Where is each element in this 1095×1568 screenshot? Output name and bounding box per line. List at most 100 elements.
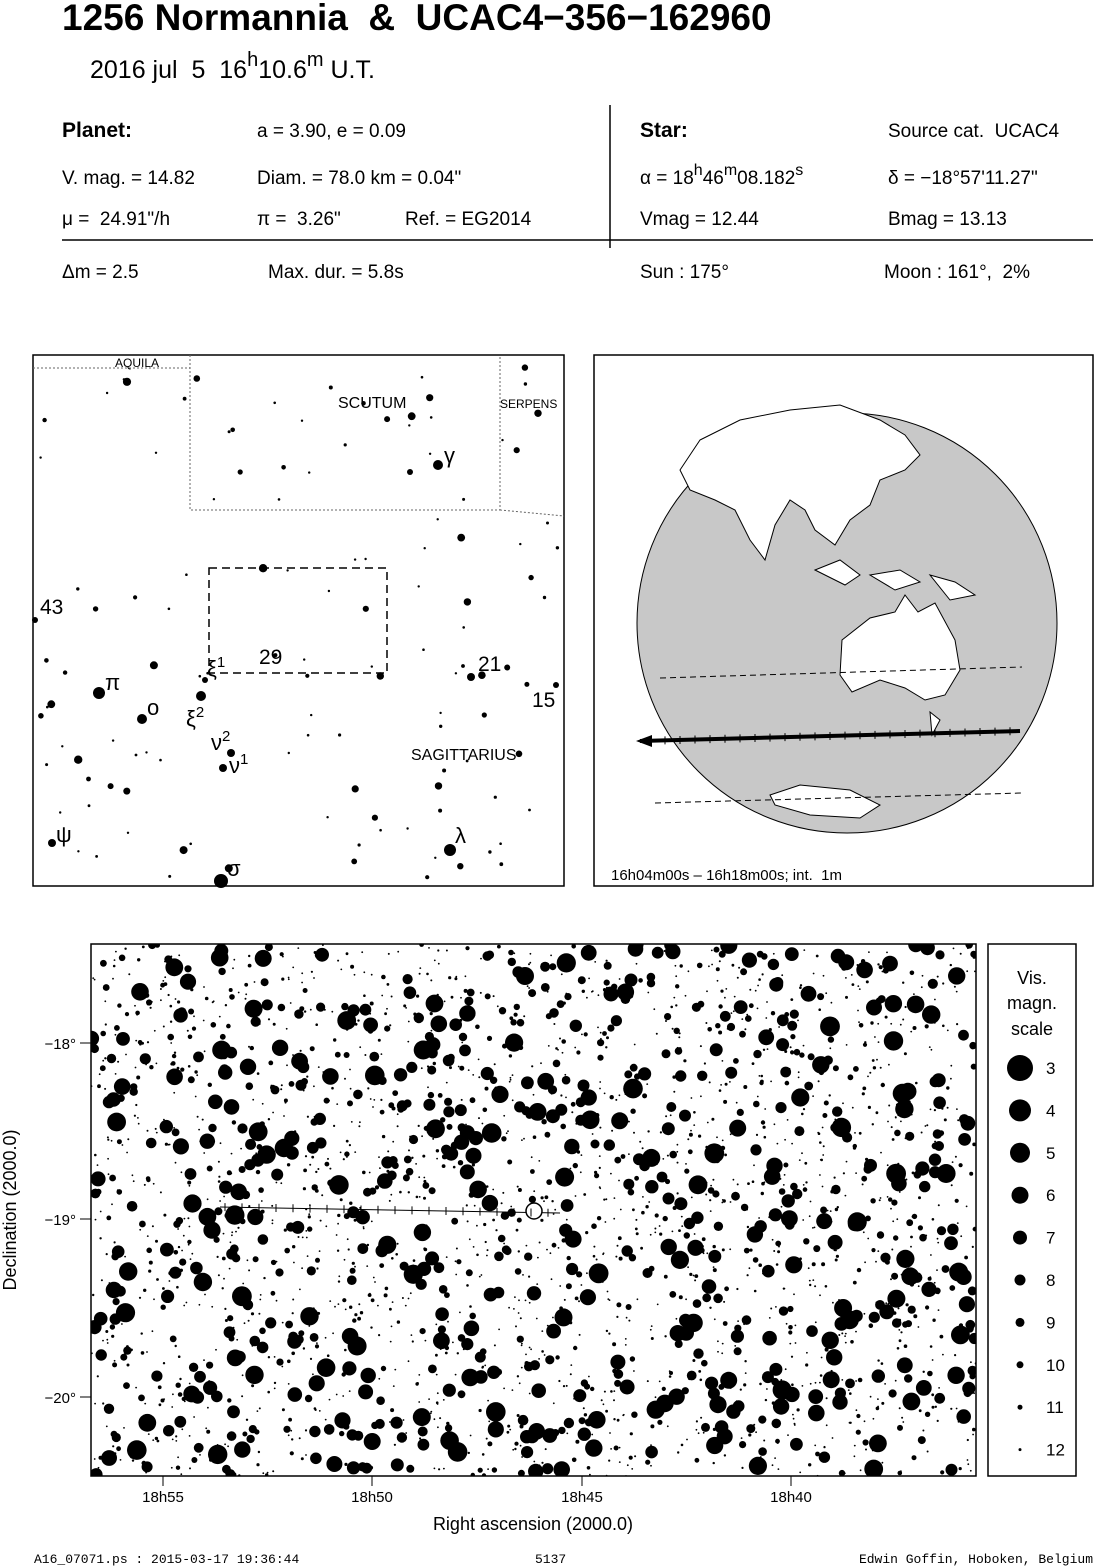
star bbox=[736, 1108, 744, 1116]
star bbox=[324, 1336, 327, 1339]
star bbox=[564, 993, 572, 1001]
star bbox=[857, 1009, 859, 1012]
star bbox=[596, 1216, 602, 1221]
star bbox=[729, 1201, 732, 1203]
star bbox=[435, 1373, 438, 1376]
star bbox=[455, 1247, 458, 1250]
star bbox=[181, 1249, 184, 1252]
star bbox=[159, 758, 162, 762]
star bbox=[790, 1034, 796, 1040]
star bbox=[861, 1183, 864, 1186]
star bbox=[257, 1450, 261, 1454]
star bbox=[289, 1142, 293, 1146]
star bbox=[762, 1048, 766, 1052]
star bbox=[275, 1181, 278, 1184]
star bbox=[328, 385, 333, 390]
star bbox=[972, 1433, 974, 1436]
star bbox=[808, 1404, 825, 1422]
star bbox=[898, 1339, 902, 1343]
star bbox=[289, 1451, 294, 1456]
star bbox=[428, 1008, 432, 1012]
star bbox=[598, 1155, 601, 1157]
star bbox=[203, 1152, 206, 1154]
star bbox=[858, 1023, 864, 1028]
star bbox=[905, 1303, 909, 1307]
star bbox=[581, 989, 585, 993]
star bbox=[876, 1058, 878, 1061]
star bbox=[506, 1430, 510, 1434]
star bbox=[615, 1255, 618, 1258]
star bbox=[938, 955, 941, 958]
legend-label: 4 bbox=[1046, 1101, 1055, 1120]
star bbox=[412, 1408, 431, 1427]
star bbox=[575, 1439, 580, 1444]
star bbox=[443, 1315, 446, 1317]
star bbox=[405, 1167, 414, 1176]
star bbox=[831, 1184, 841, 1195]
star bbox=[937, 1241, 940, 1244]
star bbox=[562, 1385, 566, 1388]
star bbox=[659, 1232, 663, 1236]
star bbox=[91, 1171, 106, 1187]
star bbox=[528, 1392, 531, 1395]
star bbox=[629, 1071, 631, 1073]
star bbox=[260, 978, 269, 987]
star bbox=[967, 1463, 970, 1466]
star bbox=[446, 1123, 453, 1130]
star bbox=[572, 1162, 578, 1169]
star bbox=[358, 1384, 374, 1400]
star bbox=[433, 1418, 436, 1421]
star bbox=[403, 986, 417, 999]
star bbox=[521, 1342, 523, 1345]
star bbox=[616, 1244, 619, 1247]
star bbox=[373, 1099, 376, 1101]
star bbox=[142, 993, 145, 995]
star bbox=[508, 949, 514, 956]
star bbox=[573, 1236, 576, 1239]
star bbox=[762, 1125, 766, 1129]
star bbox=[555, 1355, 560, 1360]
star bbox=[305, 1236, 308, 1239]
star bbox=[560, 973, 563, 976]
star bbox=[148, 1414, 151, 1417]
star bbox=[290, 1429, 293, 1432]
star bbox=[244, 999, 263, 1018]
star bbox=[590, 1116, 594, 1120]
star bbox=[517, 1250, 520, 1253]
star bbox=[107, 1138, 110, 1141]
star bbox=[381, 994, 384, 997]
star bbox=[880, 1082, 885, 1088]
star bbox=[436, 1157, 438, 1160]
star bbox=[511, 1389, 514, 1391]
star bbox=[758, 1217, 760, 1219]
star bbox=[624, 1338, 627, 1340]
star bbox=[305, 1230, 308, 1232]
star bbox=[208, 1444, 228, 1465]
star bbox=[927, 1276, 932, 1281]
star bbox=[698, 1370, 702, 1373]
star bbox=[577, 1079, 590, 1092]
star bbox=[346, 1156, 348, 1158]
star bbox=[464, 996, 474, 1006]
star bbox=[870, 1198, 876, 1204]
star bbox=[498, 1328, 500, 1331]
star bbox=[910, 1235, 913, 1239]
star bbox=[471, 1163, 475, 1167]
star bbox=[151, 1330, 154, 1333]
star bbox=[517, 1188, 522, 1192]
star bbox=[802, 1219, 805, 1221]
star bbox=[702, 1431, 705, 1434]
legend-label: 8 bbox=[1046, 1271, 1055, 1290]
star bbox=[74, 755, 83, 764]
star bbox=[337, 1280, 341, 1283]
star bbox=[350, 964, 355, 969]
star bbox=[97, 1466, 100, 1469]
star bbox=[806, 1325, 818, 1337]
star bbox=[348, 1390, 351, 1392]
star bbox=[748, 1456, 768, 1475]
star bbox=[530, 1086, 532, 1089]
star bbox=[284, 1130, 300, 1146]
star bbox=[347, 1331, 352, 1337]
star bbox=[845, 995, 848, 999]
star bbox=[309, 1425, 321, 1438]
